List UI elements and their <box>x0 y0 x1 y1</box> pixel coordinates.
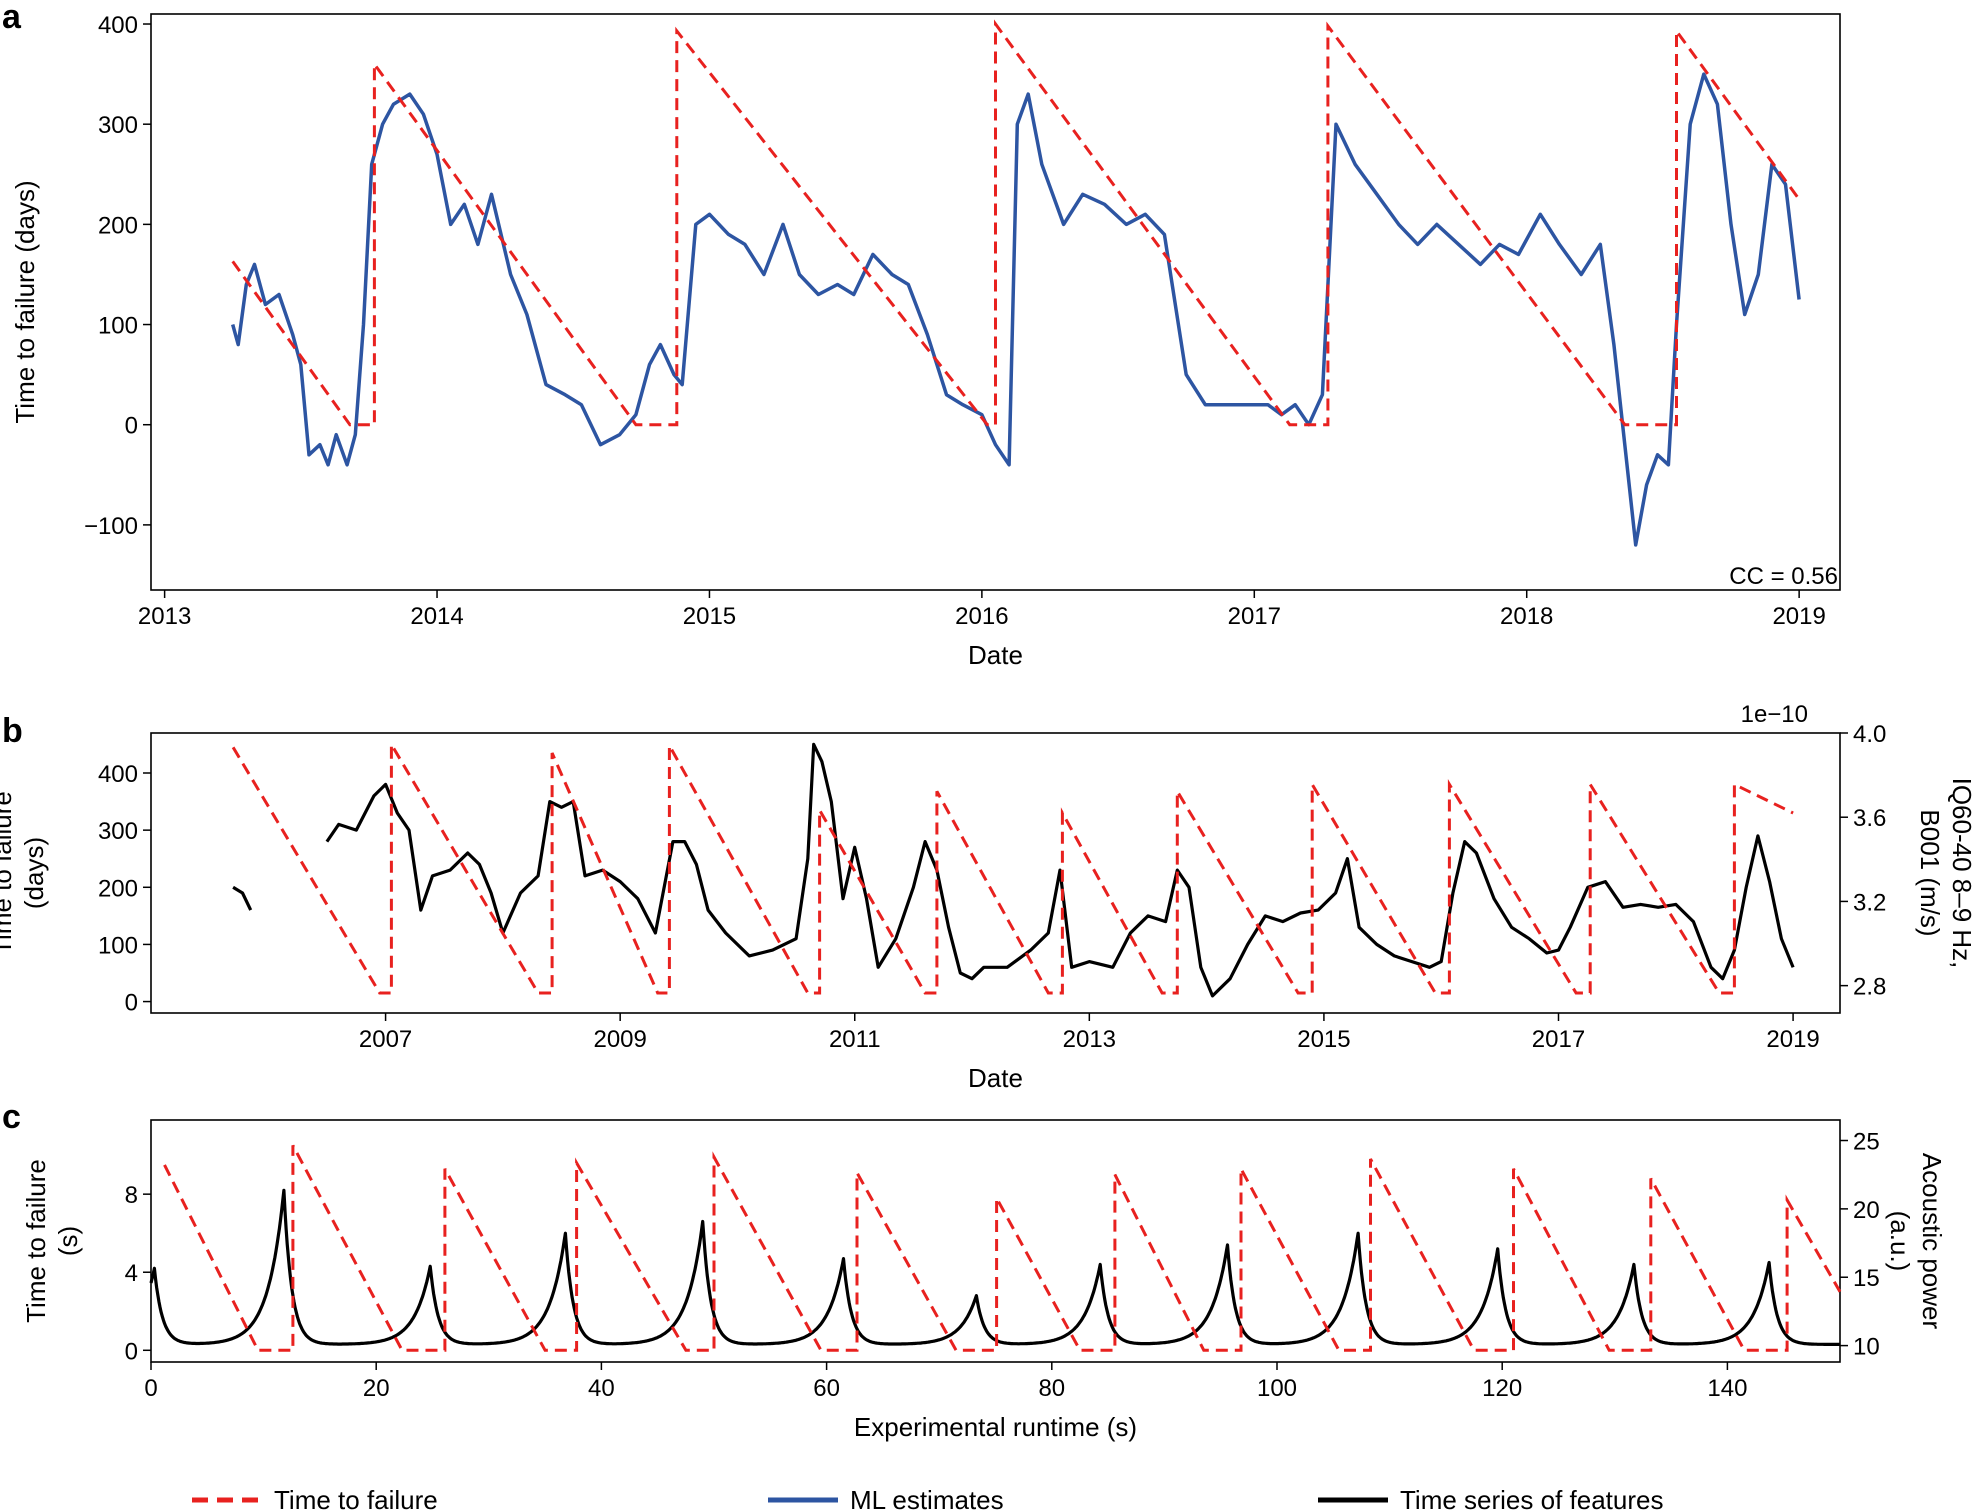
ml-estimates-line <box>231 72 1801 547</box>
x-tick-label: 2011 <box>829 1026 881 1053</box>
y-tick-label: 300 <box>98 112 138 139</box>
time-to-failure-line <box>163 1144 1842 1352</box>
y-axis-label-line: (s) <box>53 1226 83 1256</box>
panel-letter-b: b <box>2 712 23 750</box>
y-tick-label: 400 <box>98 761 138 788</box>
panel-letter-a: a <box>2 0 22 36</box>
y-axis-label-right-line: Acoustic power <box>1917 1153 1947 1330</box>
plot-frame <box>150 732 1841 1014</box>
y-axis-label-right-line: B001 (m/s) <box>1915 809 1945 936</box>
x-axis-label: Date <box>968 640 1023 670</box>
y-axis-label: Time to failure(s) <box>21 1159 83 1323</box>
y-tick-label: 8 <box>125 1182 138 1209</box>
y-tick-label: 300 <box>98 818 138 845</box>
y-tick-label-right: 4.0 <box>1853 721 1886 748</box>
y-tick-label: 100 <box>98 313 138 340</box>
y-axis-label: Time to failure (days) <box>10 180 40 423</box>
y-tick-label: 0 <box>125 990 138 1017</box>
x-tick-label: 2013 <box>1063 1026 1116 1053</box>
y-tick-label: −100 <box>84 513 138 540</box>
x-tick-label: 0 <box>144 1375 157 1402</box>
x-tick-label: 120 <box>1482 1375 1522 1402</box>
y-axis-label-right-line: IQ60-40 8–9 Hz, <box>1947 778 1977 969</box>
cc-annotation: CC = 0.56 <box>1729 563 1838 590</box>
x-tick-label: 2015 <box>1297 1026 1350 1053</box>
y-tick-label-right: 3.2 <box>1853 889 1886 916</box>
plot-frame <box>150 1119 1841 1363</box>
y-tick-label: 4 <box>125 1260 138 1287</box>
y-tick-label: 100 <box>98 932 138 959</box>
features-line <box>325 742 1795 998</box>
x-tick-label: 40 <box>588 1375 615 1402</box>
scale-label-right-b: 1e−10 <box>1741 701 1808 728</box>
y-tick-label-right: 15 <box>1853 1265 1880 1292</box>
x-tick-label: 2007 <box>359 1026 412 1053</box>
chart-panel-c: 0 20 40 60 80 100 120 140 0 4 8 Experimental runtim… <box>21 1119 1947 1442</box>
time-to-failure-line <box>231 19 1801 427</box>
x-tick-label: 2017 <box>1228 603 1281 630</box>
y-axis-label-right: IQ60-40 8–9 Hz,B001 (m/s) <box>1915 778 1977 969</box>
x-tick-label: 2009 <box>593 1026 646 1053</box>
time-to-failure-line <box>231 738 1794 995</box>
x-tick-label: 2018 <box>1500 603 1553 630</box>
x-axis-label: Experimental runtime (s) <box>854 1412 1137 1442</box>
chart-panel-b: 2007 2009 2011 2013 2015 2017 2019 0 100 200 300 40… <box>0 721 1977 1093</box>
y-tick-label: 200 <box>98 212 138 239</box>
y-tick-label-right: 20 <box>1853 1197 1880 1224</box>
x-tick-label: 80 <box>1038 1375 1065 1402</box>
y-axis-label-line: Time to failure <box>21 1159 51 1323</box>
y-axis-label-line: Time to failure (days) <box>10 180 40 423</box>
plot-frame <box>150 13 1841 591</box>
x-tick-label: 2017 <box>1532 1026 1585 1053</box>
legend: Time to failure ML estimates Time series o… <box>192 1485 1663 1511</box>
y-tick-label-right: 3.6 <box>1853 805 1886 832</box>
y-tick-label: 0 <box>125 413 138 440</box>
x-tick-label: 2016 <box>955 603 1008 630</box>
legend-label: Time series of features <box>1400 1485 1663 1511</box>
x-tick-label: 20 <box>363 1375 390 1402</box>
x-tick-label: 2013 <box>138 603 191 630</box>
y-tick-label: 200 <box>98 875 138 902</box>
x-tick-label: 2015 <box>683 603 736 630</box>
y-tick-label: 0 <box>125 1338 138 1365</box>
y-tick-label: 400 <box>98 12 138 39</box>
y-tick-label-right: 10 <box>1853 1334 1880 1361</box>
features-line <box>232 885 253 911</box>
y-tick-label-right: 2.8 <box>1853 974 1886 1001</box>
x-tick-label: 60 <box>813 1375 840 1402</box>
chart-panel-a: 2013 2014 2015 2016 2017 2018 2019 −100 0 100 200 3… <box>10 12 1841 670</box>
panel-letter-c: c <box>2 1098 21 1136</box>
legend-label: ML estimates <box>850 1485 1004 1511</box>
x-tick-label: 2019 <box>1766 1026 1819 1053</box>
x-tick-label: 140 <box>1707 1375 1747 1402</box>
y-axis-label: Time to failure(days) <box>0 791 49 955</box>
x-tick-label: 2019 <box>1772 603 1825 630</box>
y-axis-label-line: Time to failure <box>0 791 17 955</box>
y-axis-label-line: (days) <box>19 837 49 909</box>
y-tick-label-right: 25 <box>1853 1129 1880 1156</box>
y-axis-label-right: Acoustic power(a.u.) <box>1885 1153 1947 1330</box>
y-axis-label-right-line: (a.u.) <box>1885 1211 1915 1272</box>
x-tick-label: 100 <box>1257 1375 1297 1402</box>
x-tick-label: 2014 <box>410 603 463 630</box>
x-axis-label: Date <box>968 1063 1023 1093</box>
legend-label: Time to failure <box>274 1485 438 1511</box>
